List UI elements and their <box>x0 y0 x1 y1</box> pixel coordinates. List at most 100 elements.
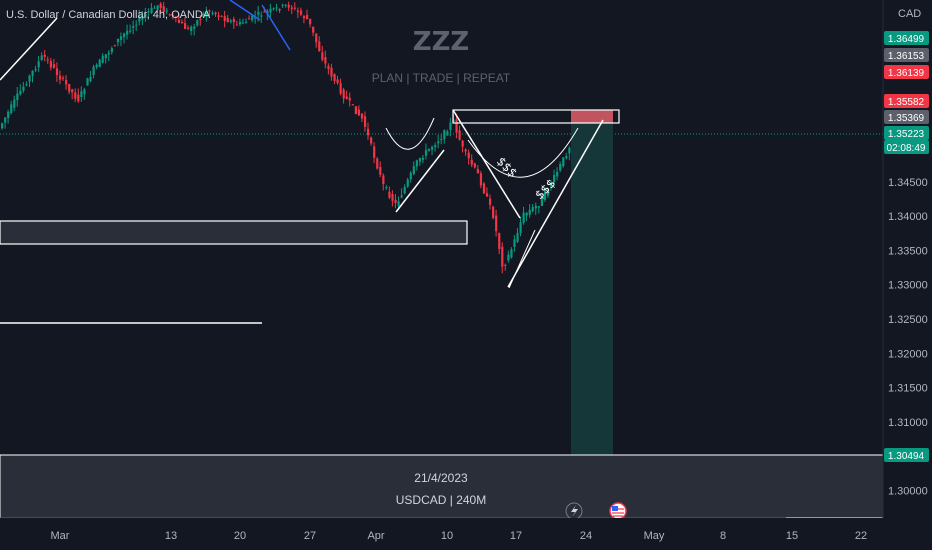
trendline-small[interactable] <box>508 229 536 289</box>
time-axis[interactable] <box>0 518 932 550</box>
price-badge: 02:08:49 <box>884 140 929 154</box>
candle-body <box>345 96 348 100</box>
candle-body <box>147 11 150 13</box>
x-axis-ticks: Mar 13 20 27 Apr 10 17 24 May 8 15 22 <box>51 530 868 542</box>
candle-body <box>394 199 397 204</box>
candle-body <box>141 16 144 20</box>
info-instrument: USDCAD | 240M <box>396 493 486 507</box>
cup-curve-large[interactable] <box>467 127 579 178</box>
candle-body <box>382 175 385 184</box>
candle-body <box>485 193 489 197</box>
us-flag-icon[interactable] <box>609 502 627 520</box>
candle-body <box>34 69 37 71</box>
candle-body <box>226 18 229 23</box>
candle-body <box>123 33 126 38</box>
candle-body <box>13 99 16 108</box>
trendline-falling[interactable] <box>452 109 521 219</box>
candle-body <box>568 147 571 154</box>
candle-body <box>208 10 211 12</box>
candle-body <box>458 130 461 140</box>
price-badges: 1.36499 1.36153 1.36139 1.35582 1.35369 1.352… <box>884 31 929 462</box>
candle-body <box>546 189 550 196</box>
candle-body <box>31 70 34 76</box>
candle-body <box>129 30 132 32</box>
watermark-title: ZZZ <box>413 27 470 57</box>
candle-body <box>199 18 202 20</box>
candle-body <box>400 195 403 198</box>
demand-zone-left[interactable] <box>0 220 468 245</box>
price-badge: 1.36153 <box>884 48 929 62</box>
candle-body <box>68 83 71 92</box>
candle-body <box>431 146 434 150</box>
candle-body <box>324 57 327 64</box>
blue-line-2[interactable] <box>261 4 291 51</box>
cup-curve-small[interactable] <box>385 117 435 150</box>
candle-body <box>504 264 507 266</box>
svg-text:1.35369: 1.35369 <box>888 113 925 124</box>
candle-body <box>409 172 412 180</box>
candle-body <box>116 38 120 43</box>
candle-body <box>211 12 214 14</box>
candle-body <box>446 131 449 136</box>
y-tick-label: 1.32500 <box>888 314 928 326</box>
x-tick-label: May <box>644 530 665 542</box>
lightning-event-icon[interactable] <box>565 502 583 520</box>
candle-body <box>461 140 464 147</box>
trendline-wedge[interactable] <box>507 119 604 288</box>
candle-body <box>52 64 56 68</box>
candle-body <box>180 21 184 24</box>
candle-body <box>507 254 510 261</box>
candle-body <box>354 106 357 115</box>
stop-zone[interactable] <box>571 110 613 123</box>
candle-body <box>7 111 10 119</box>
trendline-left[interactable] <box>0 17 58 81</box>
candle-body <box>74 92 77 99</box>
candle-body <box>534 205 537 209</box>
price-badge: 1.36499 <box>884 31 929 45</box>
candle-body <box>110 48 113 53</box>
price-axis[interactable] <box>883 0 932 550</box>
candle-body <box>464 149 467 152</box>
candle-body <box>113 45 117 47</box>
candle-body <box>479 173 483 186</box>
candle-body <box>278 8 281 11</box>
candle-body <box>220 15 223 17</box>
candle-body <box>293 7 296 9</box>
trendline-rising[interactable] <box>395 149 445 213</box>
candle-body <box>193 26 196 29</box>
y-tick-label: 1.33500 <box>888 245 928 257</box>
candle-body <box>391 194 394 201</box>
candle-body <box>373 146 376 158</box>
candle-body <box>455 119 458 133</box>
y-tick-label: 1.34000 <box>888 211 928 223</box>
candle-body <box>248 18 251 20</box>
candle-body <box>150 7 153 13</box>
svg-text:1.36153: 1.36153 <box>888 51 925 62</box>
symbol-title: U.S. Dollar / Canadian Dollar, 4h, OANDA <box>6 9 211 21</box>
candle-body <box>214 12 217 15</box>
svg-text:1.35223: 1.35223 <box>888 129 925 140</box>
candle-body <box>58 75 62 80</box>
target-zone[interactable] <box>571 123 613 455</box>
candle-body <box>19 90 22 95</box>
candle-body <box>251 15 254 21</box>
candle-body <box>71 89 74 93</box>
candle-body <box>550 183 553 188</box>
supply-box[interactable] <box>452 109 620 124</box>
x-tick-label: 8 <box>720 530 726 542</box>
candle-body <box>498 233 501 250</box>
svg-text:1.36499: 1.36499 <box>888 34 925 45</box>
x-tick-label: 24 <box>580 530 592 542</box>
candle-body <box>138 16 141 22</box>
blue-line-1[interactable] <box>229 0 261 21</box>
candle-body <box>80 91 83 98</box>
candle-body <box>62 77 65 79</box>
candle-body <box>309 18 312 25</box>
candle-body <box>556 171 559 177</box>
price-badge: 1.36139 <box>884 65 929 79</box>
candle-body <box>43 54 46 57</box>
candle-body <box>46 59 49 61</box>
candle-body <box>223 16 226 21</box>
candle-body <box>187 27 190 29</box>
